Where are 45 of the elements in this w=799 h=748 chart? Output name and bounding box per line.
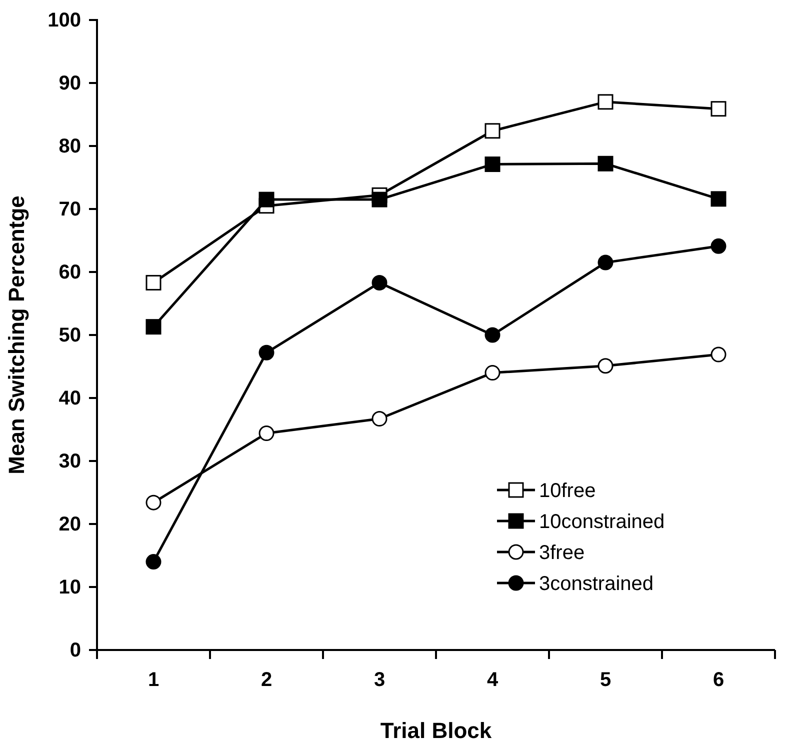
y-tick-label: 10: [58, 576, 81, 598]
point: [146, 494, 162, 510]
point: [146, 319, 162, 335]
y-axis-title: Mean Switching Percentge: [4, 196, 29, 474]
legend-label: 10constrained: [539, 511, 665, 533]
x-tick-label: 5: [600, 669, 612, 692]
y-tick-label: 0: [70, 639, 81, 662]
point: [710, 238, 726, 254]
y-tick-label: 80: [58, 135, 81, 158]
y-tick-label: 30: [58, 450, 81, 472]
point: [710, 191, 726, 207]
y-tick-label: 70: [58, 198, 81, 220]
point: [484, 327, 500, 343]
point: [372, 274, 388, 290]
point: [484, 365, 500, 381]
point: [258, 192, 274, 208]
legend-label: 3constrained: [539, 573, 654, 595]
x-tick-label: 1: [148, 669, 160, 692]
point: [484, 123, 500, 139]
point: [710, 101, 726, 117]
point: [598, 156, 614, 172]
y-tick-label: 100: [48, 9, 81, 32]
point: [598, 94, 614, 110]
x-tick-label: 6: [712, 669, 724, 692]
point: [258, 344, 274, 360]
x-axis-title: Trial Block: [380, 718, 492, 743]
point: [146, 274, 162, 290]
y-tick-label: 40: [58, 387, 81, 410]
point: [372, 411, 388, 427]
point: [598, 358, 614, 374]
y-tick-label: 90: [58, 72, 81, 94]
point: [710, 346, 726, 362]
y-tick-label: 60: [58, 261, 81, 284]
point: [258, 426, 274, 442]
point: [598, 254, 614, 270]
y-tick-label: 50: [58, 324, 81, 346]
x-tick-label: 3: [374, 669, 386, 692]
x-tick-label: 2: [260, 669, 272, 692]
y-tick-label: 20: [58, 513, 81, 536]
point: [146, 554, 162, 570]
legend-label: 3free: [539, 542, 585, 564]
legend-label: 10free: [539, 480, 596, 502]
x-tick-label: 4: [486, 669, 499, 692]
point: [372, 192, 388, 208]
point: [484, 156, 500, 172]
